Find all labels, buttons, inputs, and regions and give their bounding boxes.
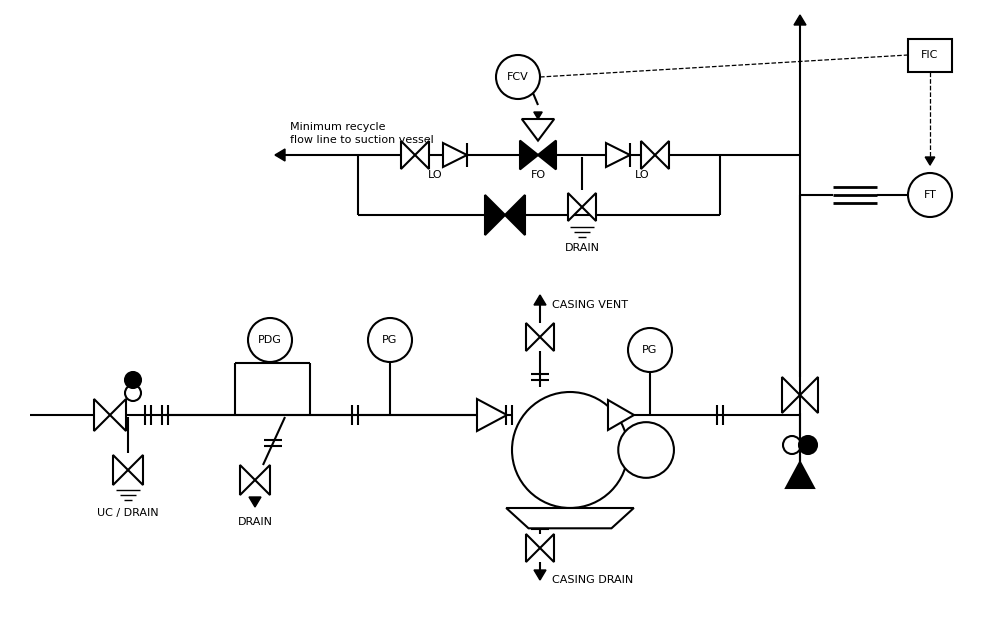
Text: FCV: FCV xyxy=(507,72,529,82)
Polygon shape xyxy=(113,455,128,485)
Polygon shape xyxy=(640,141,654,169)
Circle shape xyxy=(125,385,141,401)
Circle shape xyxy=(617,422,673,478)
Polygon shape xyxy=(924,157,933,165)
Polygon shape xyxy=(607,400,633,430)
Polygon shape xyxy=(476,399,507,431)
Polygon shape xyxy=(93,399,110,431)
Circle shape xyxy=(495,55,540,99)
Text: CASING DRAIN: CASING DRAIN xyxy=(552,575,632,585)
Polygon shape xyxy=(526,534,540,562)
Polygon shape xyxy=(274,149,284,161)
Circle shape xyxy=(908,173,951,217)
Polygon shape xyxy=(540,534,554,562)
Polygon shape xyxy=(538,141,556,169)
Polygon shape xyxy=(442,143,466,167)
Polygon shape xyxy=(534,570,546,580)
Circle shape xyxy=(798,436,816,454)
Polygon shape xyxy=(799,377,817,413)
Polygon shape xyxy=(521,119,554,141)
Polygon shape xyxy=(581,193,595,221)
Text: DRAIN: DRAIN xyxy=(564,243,599,253)
Text: CASING VENT: CASING VENT xyxy=(552,300,627,310)
Text: LO: LO xyxy=(427,170,442,180)
Polygon shape xyxy=(506,508,633,528)
Polygon shape xyxy=(248,497,260,507)
Polygon shape xyxy=(793,15,805,25)
Polygon shape xyxy=(540,323,554,351)
Polygon shape xyxy=(484,195,505,235)
Text: PDG: PDG xyxy=(257,335,281,345)
Polygon shape xyxy=(785,462,813,488)
Text: DRAIN: DRAIN xyxy=(238,517,272,527)
Text: LO: LO xyxy=(634,170,649,180)
Circle shape xyxy=(512,392,627,508)
Bar xyxy=(908,38,951,72)
Circle shape xyxy=(368,318,412,362)
Polygon shape xyxy=(240,465,254,495)
Polygon shape xyxy=(605,143,629,167)
Polygon shape xyxy=(128,455,143,485)
Polygon shape xyxy=(568,193,581,221)
Polygon shape xyxy=(781,377,799,413)
Text: PG: PG xyxy=(382,335,398,345)
Polygon shape xyxy=(534,295,546,305)
Polygon shape xyxy=(505,195,525,235)
Polygon shape xyxy=(414,141,428,169)
Text: UC / DRAIN: UC / DRAIN xyxy=(97,508,159,518)
Polygon shape xyxy=(254,465,269,495)
Text: FO: FO xyxy=(530,170,545,180)
Circle shape xyxy=(782,436,800,454)
Polygon shape xyxy=(533,112,542,119)
Text: Minimum recycle
flow line to suction vessel: Minimum recycle flow line to suction ves… xyxy=(289,122,433,145)
Polygon shape xyxy=(401,141,414,169)
Polygon shape xyxy=(110,399,126,431)
Circle shape xyxy=(248,318,291,362)
Text: FIC: FIC xyxy=(920,50,937,60)
Text: PG: PG xyxy=(642,345,657,355)
Polygon shape xyxy=(526,323,540,351)
Circle shape xyxy=(125,372,141,388)
Text: FT: FT xyxy=(922,190,935,200)
Polygon shape xyxy=(520,141,538,169)
Circle shape xyxy=(627,328,671,372)
Polygon shape xyxy=(654,141,668,169)
